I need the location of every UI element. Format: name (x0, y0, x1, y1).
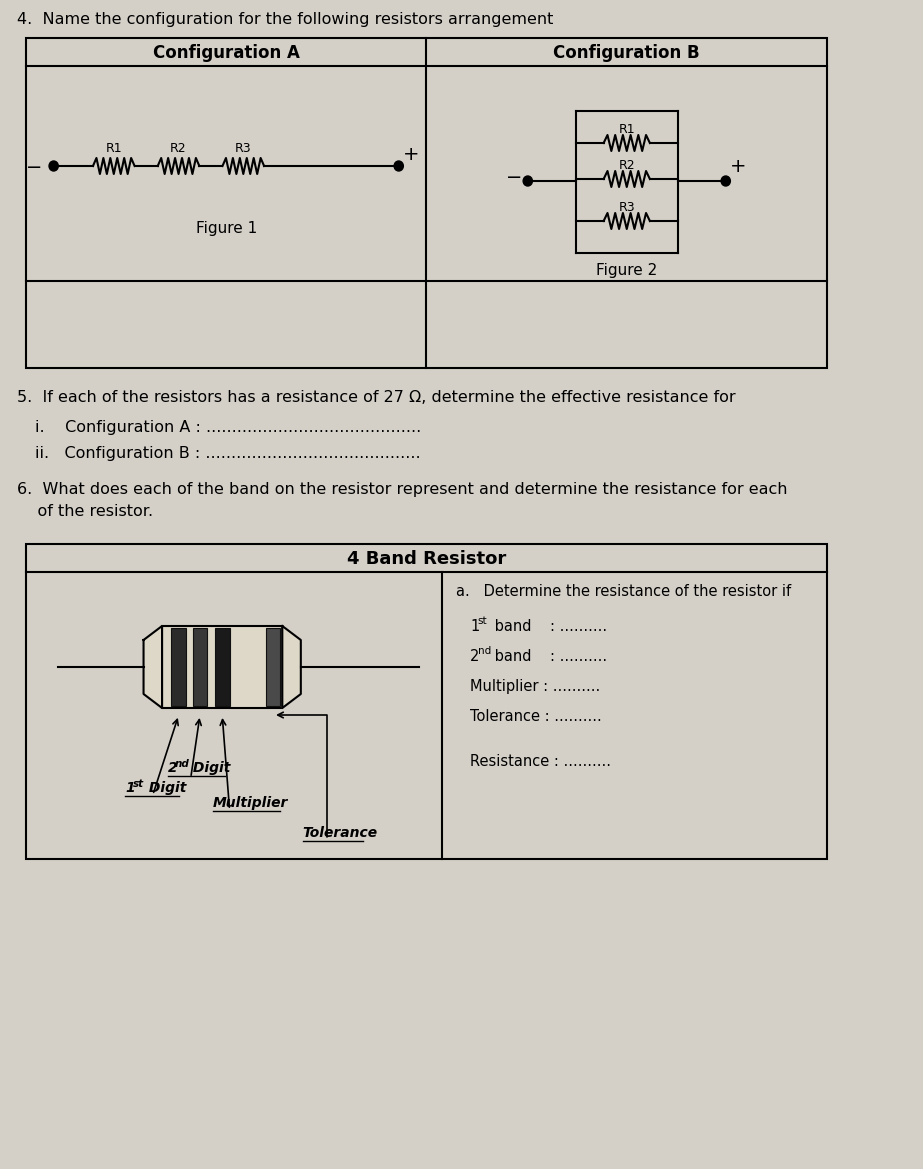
Text: Resistance : ..........: Resistance : .......... (470, 754, 611, 769)
Text: −: − (26, 159, 42, 178)
Bar (193, 628, 208, 706)
Text: i.    Configuration A : ..........................................: i. Configuration A : ...................… (35, 420, 422, 435)
Text: R3: R3 (618, 201, 635, 214)
Text: 4.  Name the configuration for the following resistors arrangement: 4. Name the configuration for the follow… (17, 12, 553, 27)
Text: R2: R2 (170, 141, 186, 155)
Circle shape (49, 161, 58, 171)
Text: Figure 1: Figure 1 (196, 221, 257, 236)
Circle shape (523, 177, 533, 186)
Bar (26, 39, 827, 368)
Text: R1: R1 (618, 123, 635, 136)
Polygon shape (144, 627, 162, 708)
Text: 4 Band Resistor: 4 Band Resistor (347, 549, 506, 568)
Text: Configuration B: Configuration B (554, 44, 700, 62)
Text: R3: R3 (235, 141, 252, 155)
Text: Multiplier : ..........: Multiplier : .......... (470, 679, 601, 694)
Bar (215, 628, 230, 706)
Text: R2: R2 (618, 159, 635, 172)
Polygon shape (282, 627, 301, 708)
Bar (162, 627, 282, 708)
Text: R1: R1 (105, 141, 122, 155)
Text: +: + (729, 158, 746, 177)
Circle shape (721, 177, 730, 186)
Text: Tolerance : ..........: Tolerance : .......... (470, 710, 602, 724)
Text: ii.   Configuration B : ..........................................: ii. Configuration B : ..................… (35, 447, 421, 461)
Text: nd: nd (175, 759, 190, 769)
Bar (172, 628, 186, 706)
Text: 1: 1 (125, 781, 135, 795)
Text: Digit: Digit (188, 761, 231, 775)
Bar (26, 544, 827, 859)
Circle shape (394, 161, 403, 171)
Text: 1: 1 (470, 620, 480, 634)
Text: Multiplier: Multiplier (213, 796, 288, 810)
Text: 5.  If each of the resistors has a resistance of 27 Ω, determine the effective r: 5. If each of the resistors has a resist… (17, 390, 736, 404)
Text: Digit: Digit (144, 781, 186, 795)
Text: 6.  What does each of the band on the resistor represent and determine the resis: 6. What does each of the band on the res… (17, 482, 787, 497)
Text: 2: 2 (470, 649, 480, 664)
Text: band    : ..........: band : .......... (490, 620, 606, 634)
Text: nd: nd (477, 646, 491, 656)
Text: st: st (477, 616, 487, 627)
Text: Figure 2: Figure 2 (596, 263, 657, 278)
Text: +: + (403, 145, 420, 164)
Text: band    : ..........: band : .......... (490, 649, 606, 664)
Text: −: − (506, 167, 522, 187)
Text: st: st (132, 779, 144, 789)
Text: Configuration A: Configuration A (152, 44, 300, 62)
Text: Tolerance: Tolerance (303, 826, 378, 841)
Text: a.   Determine the resistance of the resistor if: a. Determine the resistance of the resis… (456, 584, 792, 599)
Bar (266, 628, 281, 706)
Text: of the resistor.: of the resistor. (17, 504, 153, 519)
Text: 2: 2 (168, 761, 177, 775)
